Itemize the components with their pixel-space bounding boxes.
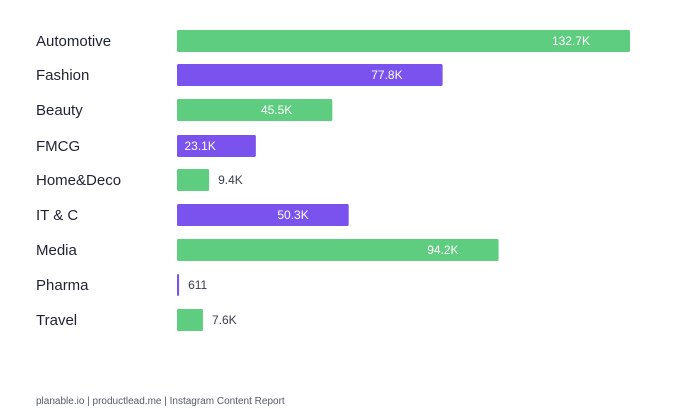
bar: [177, 239, 499, 261]
bar: [177, 64, 443, 86]
category-label: Fashion: [36, 67, 89, 84]
value-label: 23.1K: [184, 139, 215, 153]
value-label: 611: [188, 278, 207, 292]
bar: [177, 274, 180, 296]
value-label: 77.8K: [371, 68, 402, 82]
category-label: Travel: [36, 312, 77, 329]
category-label: Media: [36, 242, 78, 259]
bar: [177, 135, 256, 157]
value-label: 7.6K: [212, 313, 237, 327]
value-label: 94.2K: [427, 243, 458, 257]
source-footnote: planable.io | productlead.me | Instagram…: [36, 396, 285, 407]
bar: [177, 309, 203, 331]
bar: [177, 99, 333, 121]
value-label: 132.7K: [552, 34, 590, 48]
category-label: IT & C: [36, 207, 78, 224]
category-label: Automotive: [36, 33, 111, 50]
category-label: FMCG: [36, 138, 80, 155]
value-label: 9.4K: [218, 173, 243, 187]
bar: [177, 30, 630, 52]
category-label: Pharma: [36, 277, 89, 294]
bar: [177, 204, 349, 226]
bar: [177, 169, 210, 191]
category-label: Beauty: [36, 102, 83, 119]
bar-chart: Automotive 132.7K Fashion 77.8K Beauty 45.5K F…: [36, 30, 630, 331]
value-label: 45.5K: [261, 103, 292, 117]
value-label: 50.3K: [277, 208, 308, 222]
category-label: Home&Deco: [36, 172, 121, 189]
